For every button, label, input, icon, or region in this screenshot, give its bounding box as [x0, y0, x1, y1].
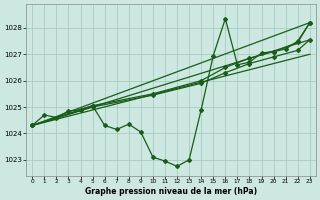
- X-axis label: Graphe pression niveau de la mer (hPa): Graphe pression niveau de la mer (hPa): [85, 187, 257, 196]
